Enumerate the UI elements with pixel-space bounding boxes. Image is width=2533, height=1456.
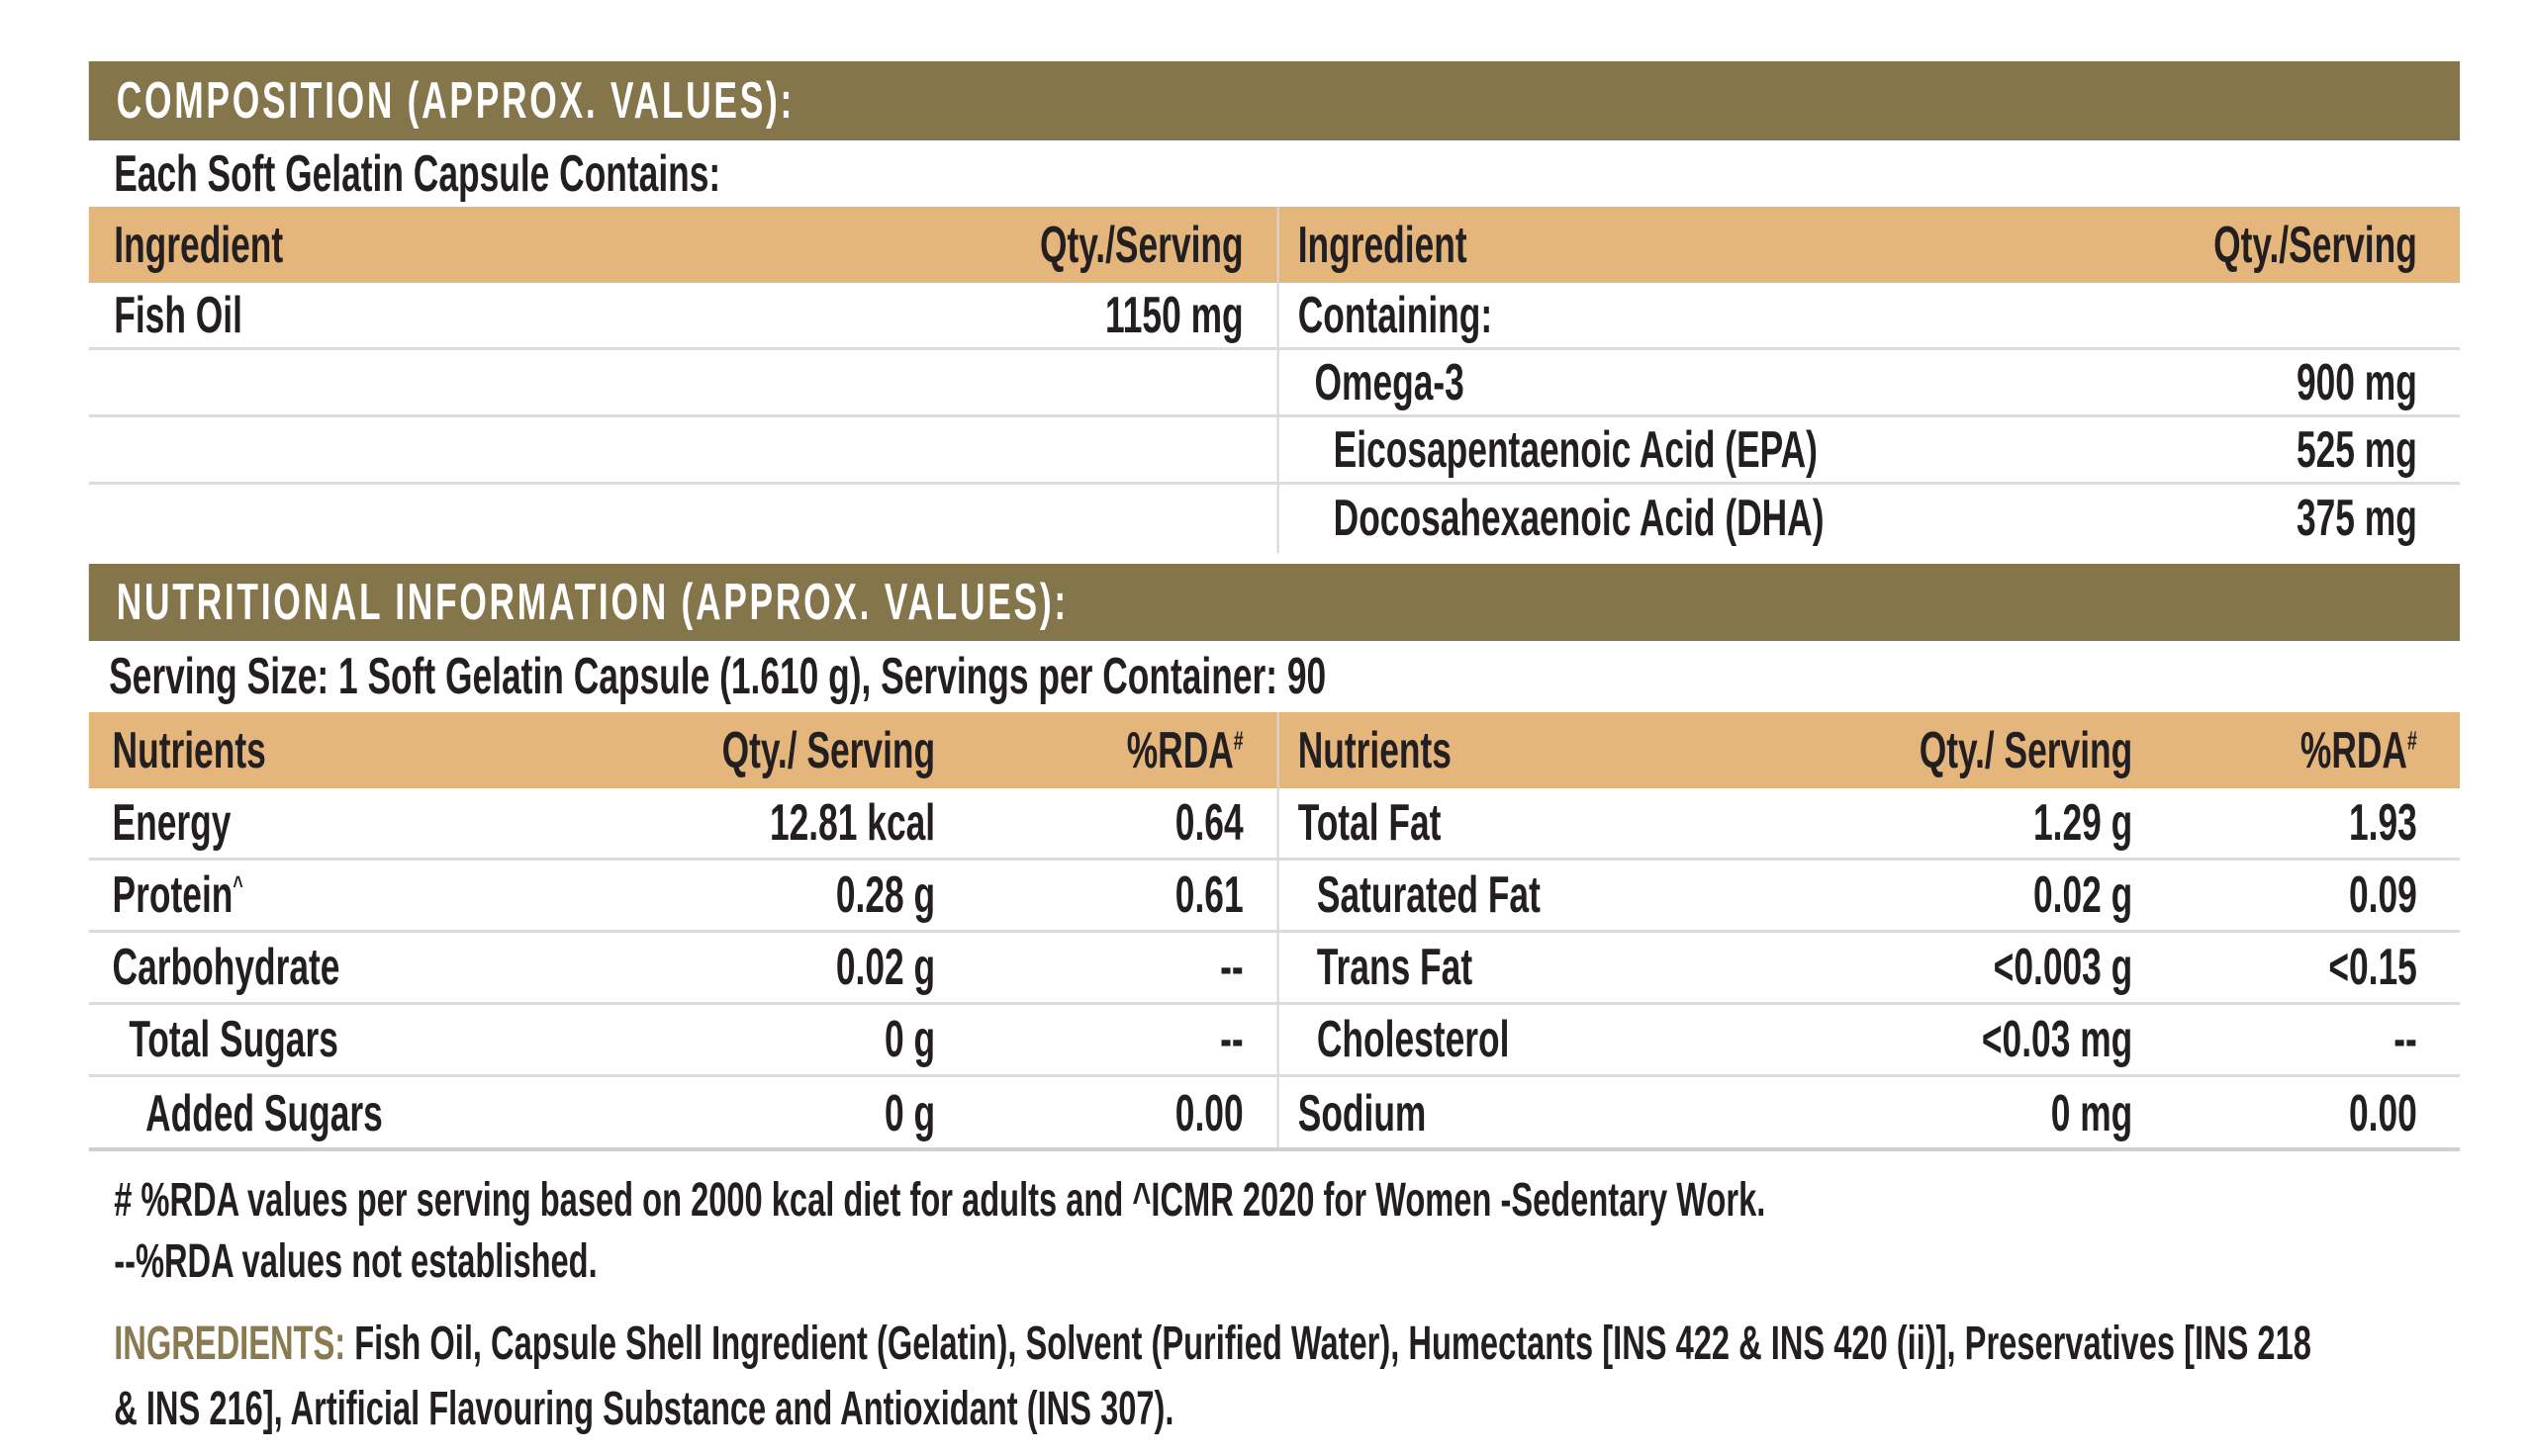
table-row: Energy 12.81 kcal 0.64 Total Fat 1.29 g 1.93 [88,788,2460,861]
table-row: Fish Oil 1150 mg Containing: [88,283,2460,350]
nutrient-rda: -- [2393,1011,2417,1068]
ingredient-name: Eicosapentaenoic Acid (EPA) [1333,420,1818,479]
nutrient-rda: <0.15 [2328,939,2417,996]
ingredient-qty: 1150 mg [1105,286,1244,344]
nutrient-name: Protein^ [112,866,243,924]
ingredient-qty: 525 mg [2296,420,2417,479]
table-bottom-rule [88,1147,2460,1151]
nutrition-title: NUTRITIONAL INFORMATION (APPROX. VALUES)… [88,564,2460,641]
nutrient-name: Cholesterol [1316,1011,1510,1068]
nutrient-name: Trans Fat [1316,939,1473,996]
ingredient-qty: 375 mg [2296,490,2417,547]
nutrient-name: Sodium [1297,1084,1427,1142]
nutrient-rda: 1.93 [2348,794,2417,852]
header-qty: Qty./ Serving [721,721,936,779]
table-row: Added Sugars 0 g 0.00 Sodium 0 mg 0.00 [89,1077,2460,1149]
ingredient-name: Fish Oil [114,286,242,344]
composition-title: COMPOSITION (APPROX. VALUES): [88,61,2460,140]
nutrient-qty: <0.003 g [1993,939,2133,996]
nutrient-qty: 12.81 kcal [769,794,936,852]
footnote-rda: # %RDA values per serving based on 2000 … [114,1174,1766,1227]
nutrient-rda: -- [1220,1011,1244,1068]
nutrient-name: Total Sugars [129,1011,338,1068]
table-row: Protein^ 0.28 g 0.61 Saturated Fat 0.02 g 0.0… [88,861,2460,933]
header-rda: %RDA# [1126,721,1244,779]
nutrient-qty: 0 g [885,1011,936,1068]
nutrient-rda: 0.61 [1174,866,1244,924]
header-qty: Qty./Serving [1039,216,1244,274]
nutrient-qty: 1.29 g [2033,794,2133,852]
nutrient-name: Added Sugars [145,1084,383,1142]
ingredient-qty: 900 mg [2296,353,2417,411]
nutrient-rda: 0.00 [1174,1084,1244,1142]
ingredient-name: Docosahexaenoic Acid (DHA) [1333,490,1825,547]
ingredients-label: INGREDIENTS: [114,1318,346,1370]
column-divider [1276,207,1279,553]
nutrient-qty: 0 g [885,1084,936,1142]
nutrient-name: Carbohydrate [112,939,340,996]
table-row: Total Sugars 0 g -- Cholesterol <0.03 mg -- [88,1005,2460,1077]
nutrition-header-row: Nutrients Qty./ Serving %RDA# Nutrients … [88,712,2460,788]
footnote-not-established: --%RDA values not established. [114,1235,598,1288]
nutrient-rda: 0.09 [2348,866,2417,924]
composition-header-row: Ingredient Qty./Serving Ingredient Qty./… [88,207,2460,283]
nutrient-qty: <0.03 mg [1981,1011,2133,1068]
nutrient-name: Energy [112,794,232,852]
table-row: Omega-3 900 mg [88,350,2460,417]
nutrient-rda: 0.00 [2348,1084,2417,1142]
header-qty-right: Qty./ Serving [1919,721,2133,779]
ingredients-line-2: & INS 216], Artificial Flavouring Substa… [114,1383,1174,1435]
ingredients-line-1: INGREDIENTS: Fish Oil, Capsule Shell Ing… [114,1318,2311,1370]
nutrient-name: Total Fat [1297,794,1442,852]
table-row: Eicosapentaenoic Acid (EPA) 525 mg [88,417,2460,485]
nutrient-name: Saturated Fat [1316,866,1541,924]
nutrient-qty: 0.28 g [835,866,936,924]
nutrient-qty: 0.02 g [2033,866,2133,924]
header-nutrients: Nutrients [112,721,266,779]
nutrient-rda: -- [1220,939,1244,996]
table-row: Carbohydrate 0.02 g -- Trans Fat <0.003 g <0.… [88,933,2460,1005]
header-rda-right: %RDA# [2299,721,2417,779]
ingredient-name: Containing: [1297,286,1493,344]
header-ingredient: Ingredient [114,216,284,274]
nutrient-qty: 0.02 g [835,939,936,996]
serving-size: Serving Size: 1 Soft Gelatin Capsule (1.… [109,648,1327,705]
header-nutrients-right: Nutrients [1297,721,1452,779]
table-row: Docosahexaenoic Acid (DHA) 375 mg [89,485,2460,552]
header-ingredient-right: Ingredient [1297,216,1467,274]
nutrient-qty: 0 mg [2050,1084,2133,1142]
composition-subtitle: Each Soft Gelatin Capsule Contains: [114,145,721,203]
ingredient-name: Omega-3 [1314,353,1464,411]
header-qty-right: Qty./Serving [2213,216,2417,274]
nutrient-rda: 0.64 [1174,794,1244,852]
